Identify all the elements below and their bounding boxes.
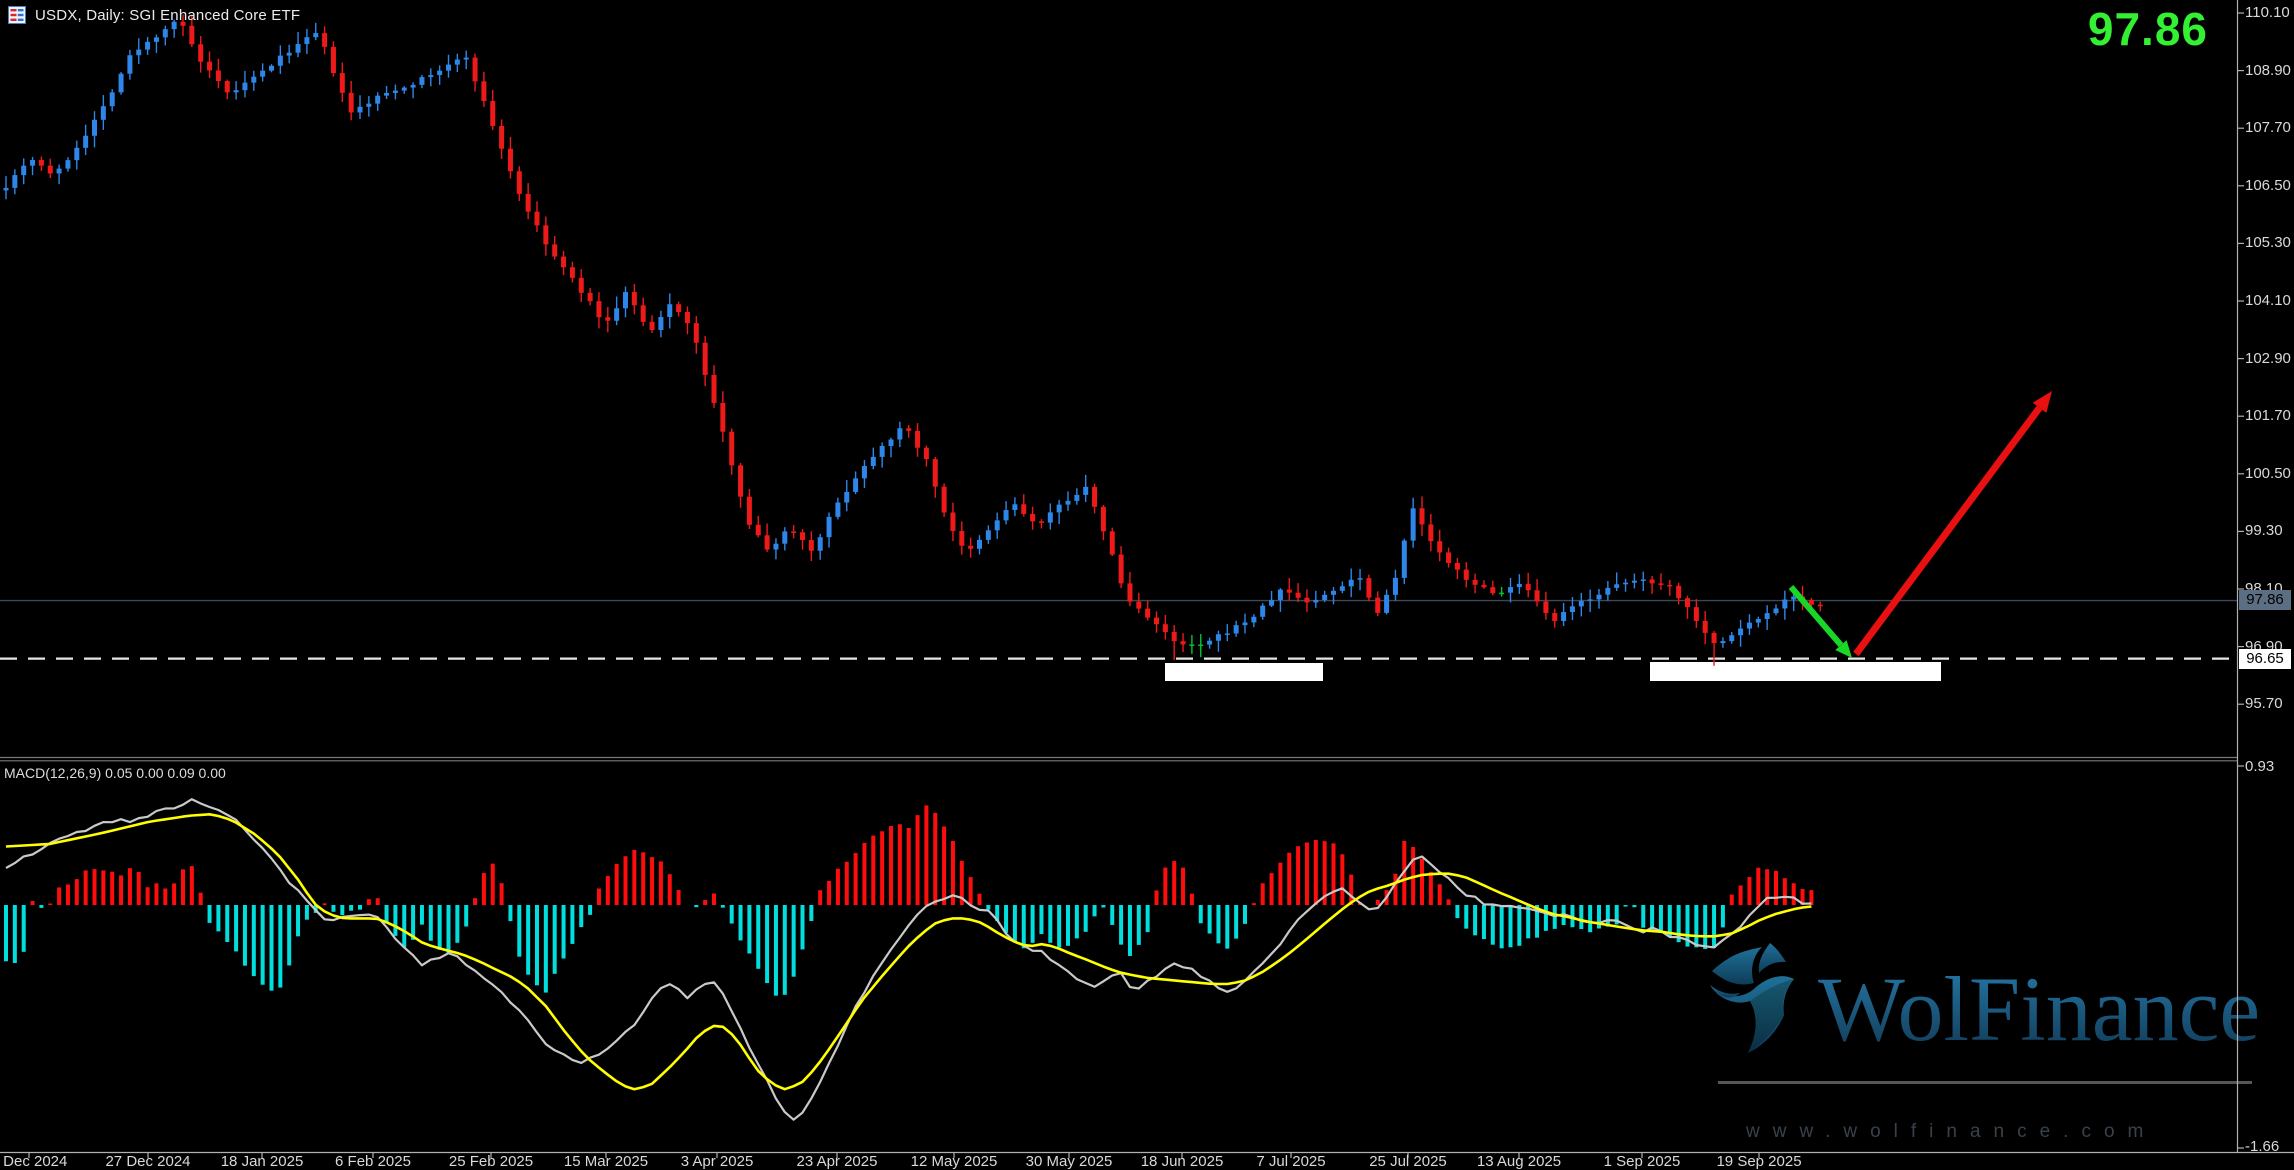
time-axis-label: 3 Apr 2025 <box>680 1153 754 1170</box>
price-axis-label: 108.90 <box>2245 61 2291 79</box>
time-axis-label: 18 Jun 2025 <box>1140 1153 1224 1170</box>
current-price-display: 97.86 <box>2087 3 2208 55</box>
price-axis-label: 99.30 <box>2245 522 2283 540</box>
time-axis-label: 13 Aug 2025 <box>1476 1153 1562 1170</box>
price-axis-label: 95.70 <box>2245 695 2283 713</box>
price-level-lines <box>0 599 2237 660</box>
symbol-info: USDX, Daily: SGI Enhanced Core ETF <box>8 6 300 24</box>
time-axis-label: 25 Feb 2025 <box>448 1153 534 1170</box>
candles-layer <box>3 14 1823 666</box>
price-axis-label: 106.50 <box>2245 176 2291 194</box>
price-axis-label: 110.10 <box>2245 4 2290 21</box>
time-axis-label: 18 Jan 2025 <box>220 1153 304 1170</box>
price-axis-label: 100.50 <box>2245 464 2291 482</box>
price-axis-label: 107.70 <box>2245 119 2291 137</box>
time-axis-label: 9 Dec 2024 <box>0 1153 68 1170</box>
macd-scale-bottom: -1.66 <box>2245 1138 2280 1155</box>
green-entry-arrow[interactable] <box>1788 585 1852 658</box>
macd-histogram <box>4 805 1814 996</box>
price-axis-label: 105.30 <box>2245 234 2291 252</box>
watermark-divider <box>1718 1081 2252 1084</box>
macd-main-line <box>5 798 1812 1121</box>
time-axis-label: 25 Jul 2025 <box>1369 1153 1447 1170</box>
time-axis[interactable]: 9 Dec 2024 27 Dec 2024 18 Jan 2025 6 Feb 20… <box>0 1153 2294 1170</box>
time-axis-label: 30 May 2025 <box>1025 1153 1113 1170</box>
macd-indicator-label: MACD(12,26,9) 0.05 0.00 0.09 0.00 <box>4 765 226 781</box>
support-level-badge: 96.65 <box>2239 649 2291 669</box>
time-axis-label: 27 Dec 2024 <box>105 1153 191 1170</box>
time-axis-label: 7 Jul 2025 <box>1256 1153 1326 1170</box>
drawn-arrows[interactable] <box>1788 391 2052 658</box>
price-axis-label: 104.10 <box>2245 292 2291 309</box>
time-axis-label: 23 Apr 2025 <box>796 1153 878 1170</box>
time-axis-label: 19 Sep 2025 <box>1716 1153 1802 1170</box>
time-axis-label: 6 Feb 2025 <box>335 1153 411 1170</box>
support-zone-rectangles[interactable] <box>1165 662 1941 681</box>
time-axis-label: 12 May 2025 <box>910 1153 998 1170</box>
watermark: WolFinance www.wolfinance.com <box>1700 933 2294 1163</box>
chart-type-icon <box>8 6 26 24</box>
red-projection-arrow[interactable] <box>1853 391 2052 657</box>
current-price-badge: 97.86 <box>2239 590 2291 610</box>
time-axis-label: 1 Sep 2025 <box>1603 1153 1681 1170</box>
price-axis-label: 101.70 <box>2245 407 2291 425</box>
price-axis[interactable]: 97.86 96.65 0.93 -1.66 110.10 108.90 107.7… <box>2238 0 2294 1170</box>
macd-signal-line <box>5 812 1812 1091</box>
price-axis-label: 102.90 <box>2245 349 2291 367</box>
macd-scale-top: 0.93 <box>2245 758 2275 775</box>
watermark-brand: WolFinance <box>1818 958 2261 1060</box>
wolfinance-logo-icon <box>1710 943 1794 1053</box>
time-axis-label: 15 Mar 2025 <box>563 1153 649 1170</box>
symbol-title: USDX, Daily: SGI Enhanced Core ETF <box>35 6 301 24</box>
watermark-url: www.wolfinance.com <box>1746 1121 2157 1142</box>
